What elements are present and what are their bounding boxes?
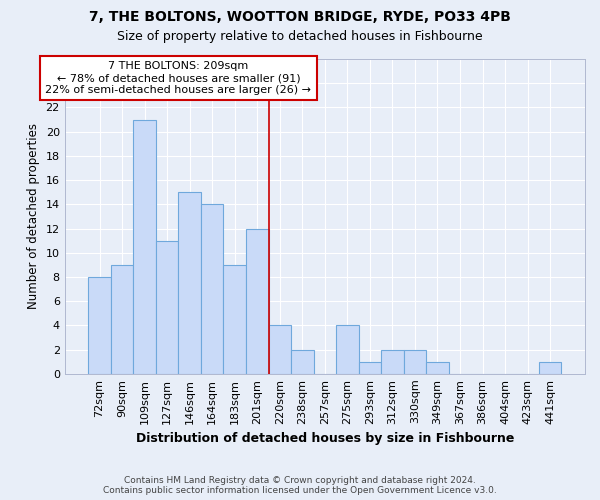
Text: Contains HM Land Registry data © Crown copyright and database right 2024.
Contai: Contains HM Land Registry data © Crown c…	[103, 476, 497, 495]
Bar	[359, 362, 381, 374]
Text: 7, THE BOLTONS, WOOTTON BRIDGE, RYDE, PO33 4PB: 7, THE BOLTONS, WOOTTON BRIDGE, RYDE, PO…	[89, 10, 511, 24]
Bar	[336, 326, 359, 374]
Bar	[246, 228, 269, 374]
Bar	[381, 350, 404, 374]
Bar	[223, 265, 246, 374]
Bar	[178, 192, 201, 374]
X-axis label: Distribution of detached houses by size in Fishbourne: Distribution of detached houses by size …	[136, 432, 514, 445]
Bar	[88, 277, 111, 374]
Bar	[291, 350, 314, 374]
Bar	[201, 204, 223, 374]
Text: Size of property relative to detached houses in Fishbourne: Size of property relative to detached ho…	[117, 30, 483, 43]
Bar	[404, 350, 426, 374]
Bar	[133, 120, 156, 374]
Bar	[269, 326, 291, 374]
Bar	[539, 362, 562, 374]
Text: 7 THE BOLTONS: 209sqm
← 78% of detached houses are smaller (91)
22% of semi-deta: 7 THE BOLTONS: 209sqm ← 78% of detached …	[46, 62, 311, 94]
Y-axis label: Number of detached properties: Number of detached properties	[27, 124, 40, 310]
Bar	[111, 265, 133, 374]
Bar	[426, 362, 449, 374]
Bar	[156, 240, 178, 374]
